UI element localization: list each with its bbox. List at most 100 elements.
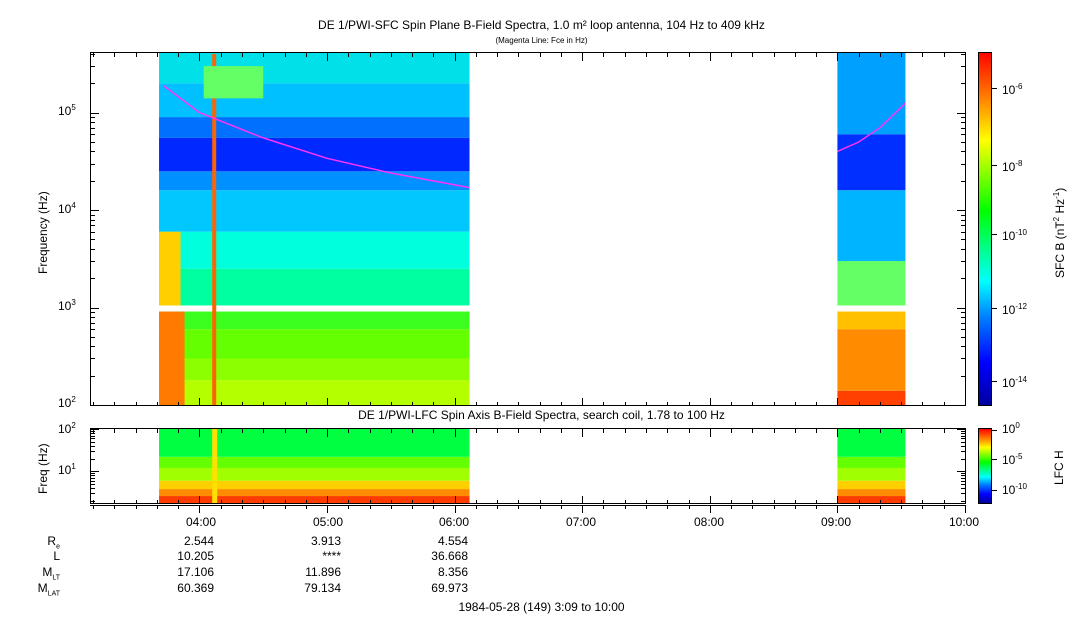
- ytick-sfc-left: [91, 142, 95, 143]
- xtick-label-0900: 09:00: [821, 515, 852, 529]
- ytick-sfc-right: [961, 261, 965, 262]
- ytick-lfc-left: [91, 438, 95, 439]
- ytick-lfc-left: [91, 471, 99, 472]
- ytick-lfc-right: [961, 501, 965, 502]
- ytick-sfc-right: [961, 220, 965, 221]
- sfc-band-0-2: [159, 329, 470, 359]
- xtick-sfc-bottom: [582, 398, 583, 406]
- xtick-sfc-bottom: [370, 402, 371, 406]
- xtick-axis: [582, 505, 583, 513]
- ytick-sfc-right: [961, 117, 965, 118]
- ytick-sfc-left: [91, 164, 95, 165]
- lfc-band-0-0: [159, 496, 470, 503]
- xtick-lfc-bottom: [221, 500, 222, 504]
- ytick-sfc-right: [961, 122, 965, 123]
- ytick-lfc-left: [91, 475, 95, 476]
- lfc-band-1-4: [837, 456, 906, 468]
- ytick-sfc-right: [961, 346, 965, 347]
- sfc-band-0-6: [159, 190, 470, 232]
- ytick-lfc-right: [961, 484, 965, 485]
- xtick-sfc-top: [625, 53, 626, 57]
- ytick-lfc-right: [961, 451, 965, 452]
- ytick-lfc-left: [91, 501, 95, 502]
- xtick-lfc-top: [518, 429, 519, 433]
- ytick-sfc-left: [91, 225, 95, 226]
- xtick-lfc-top: [114, 429, 115, 433]
- ytick-lfc-right: [957, 429, 965, 430]
- sfc-y-axis-label: Frequency (Hz): [36, 191, 50, 274]
- xtick-sfc-bottom: [922, 402, 923, 406]
- ytick-sfc-right: [961, 317, 965, 318]
- xtick-sfc-top: [667, 53, 668, 57]
- xtick-sfc-top: [752, 53, 753, 57]
- ephem-label-l: L: [53, 549, 60, 563]
- ytick-sfc-right: [961, 312, 965, 313]
- ytick-sfc-left: [91, 122, 95, 123]
- xtick-sfc-top: [561, 53, 562, 57]
- sfc-band-1-2: [837, 311, 906, 330]
- xtick-sfc-top: [242, 53, 243, 57]
- ytick-lfc-left: [91, 478, 95, 479]
- ytick-lfc-right: [961, 459, 965, 460]
- xtick-label-0600: 06:00: [439, 515, 470, 529]
- lower-panel-title: DE 1/PWI-LFC Spin Axis B-Field Spectra, …: [358, 408, 725, 422]
- ytick-sfc-left: [91, 210, 99, 211]
- xtick-sfc-bottom: [795, 402, 796, 406]
- sfc-band-0-0: [159, 380, 470, 405]
- xtick-lfc-bottom: [901, 500, 902, 504]
- sfc-colorbar-label: SFC B (nT2 Hz-1): [1052, 187, 1067, 278]
- ytick-sfc-left: [91, 128, 95, 129]
- xtick-axis: [922, 505, 923, 509]
- xtick-sfc-top: [540, 53, 541, 57]
- xtick-sfc-bottom: [433, 402, 434, 406]
- ytick-lfc-right: [961, 438, 965, 439]
- xtick-axis: [306, 505, 307, 509]
- ytick-lfc-left: [91, 481, 95, 482]
- sfc-band-0-4: [159, 268, 470, 306]
- sfc-cbar-tick-3: 10-10: [1002, 228, 1027, 243]
- xtick-lfc-top: [689, 429, 690, 433]
- xtick-sfc-top: [816, 53, 817, 57]
- xtick-lfc-bottom: [242, 500, 243, 504]
- ephem-l-0400: 10.205: [177, 549, 214, 563]
- xtick-sfc-top: [774, 53, 775, 57]
- ytick-lfc-right: [961, 431, 965, 432]
- ytick-sfc-left: [91, 405, 99, 406]
- xtick-lfc-top: [327, 429, 328, 437]
- ytick-lfc-left: [91, 484, 95, 485]
- xtick-sfc-top: [327, 53, 328, 61]
- xtick-axis: [327, 505, 328, 513]
- xtick-sfc-bottom: [306, 402, 307, 406]
- xtick-sfc-top: [901, 53, 902, 57]
- xtick-lfc-bottom: [412, 500, 413, 504]
- xtick-lfc-top: [476, 429, 477, 433]
- xtick-axis: [795, 505, 796, 509]
- xtick-axis: [901, 505, 902, 509]
- ytick-lfc-left: [91, 473, 95, 474]
- xtick-axis: [412, 505, 413, 509]
- xtick-sfc-bottom: [667, 402, 668, 406]
- ephem-re-0500: 3.913: [310, 534, 341, 548]
- ytick-sfc-left: [91, 151, 95, 152]
- lfc-band-1-1: [837, 489, 906, 497]
- sfc-band-1-1: [837, 329, 906, 391]
- lfc-colorbar: [979, 429, 991, 503]
- xtick-axis: [136, 505, 137, 509]
- xtick-lfc-bottom: [603, 500, 604, 504]
- xtick-sfc-bottom: [455, 398, 456, 406]
- xtick-sfc-bottom: [540, 402, 541, 406]
- xtick-sfc-top: [433, 53, 434, 57]
- xtick-label-0700: 07:00: [566, 515, 597, 529]
- fce-line-segment-0: [162, 84, 470, 189]
- ytick-sfc-right: [961, 323, 965, 324]
- xtick-sfc-top: [944, 53, 945, 57]
- ytick-sfc-right: [957, 210, 965, 211]
- xtick-sfc-bottom: [816, 402, 817, 406]
- xtick-sfc-top: [922, 53, 923, 57]
- xtick-lfc-bottom: [774, 500, 775, 504]
- sfc-ytick-1e4: 104: [58, 201, 76, 216]
- sfc-mid-burst: [159, 231, 181, 306]
- xtick-sfc-top: [157, 53, 158, 57]
- xtick-sfc-top: [114, 53, 115, 57]
- xtick-sfc-top: [285, 53, 286, 57]
